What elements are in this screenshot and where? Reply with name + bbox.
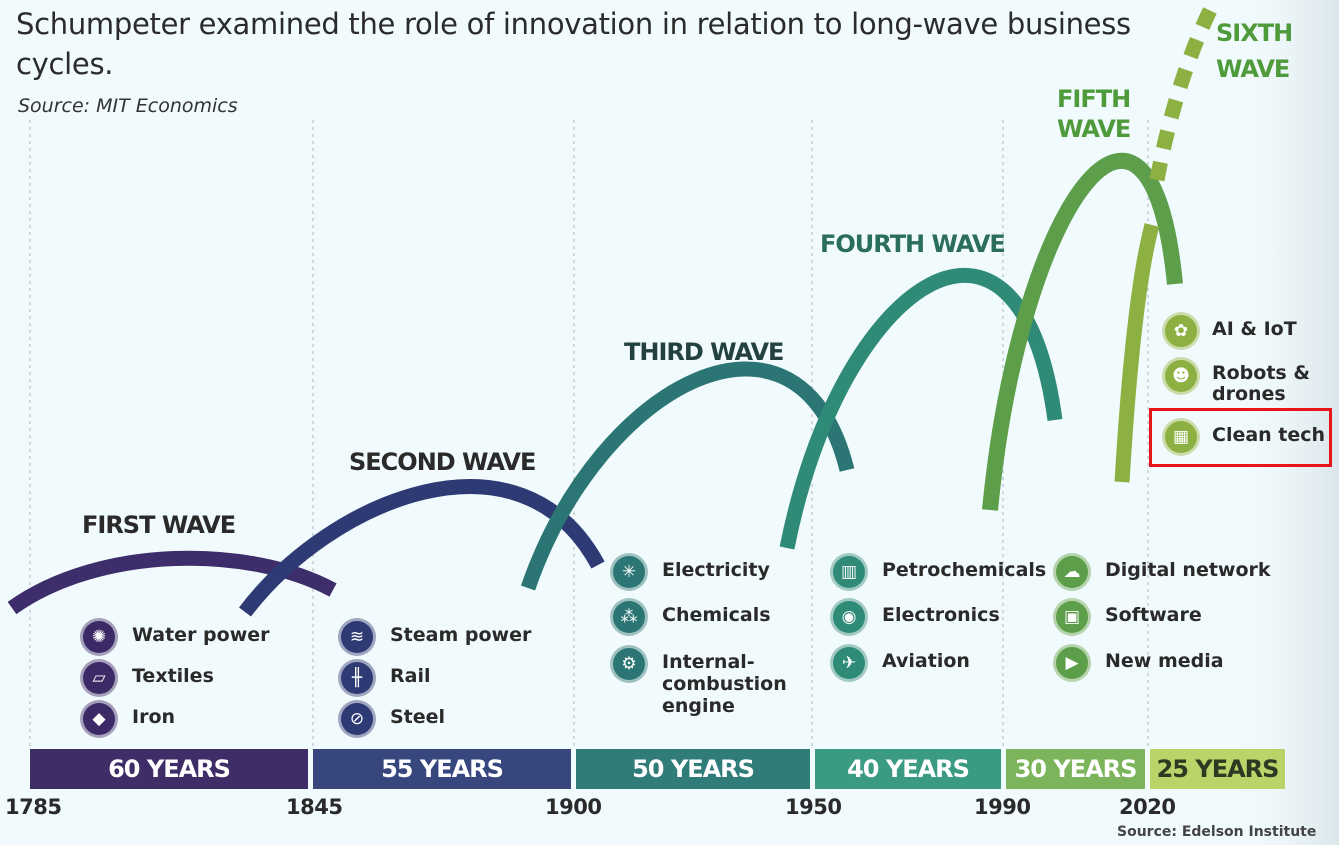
tech-steel: ⊘ Steel	[338, 700, 445, 738]
fourth-wave-label: FOURTH WAVE	[820, 230, 1006, 258]
fourth-wave-curve	[779, 267, 1063, 550]
sixth-wave-curve	[1114, 223, 1160, 483]
chip-icon: ◉	[830, 598, 868, 636]
rail-icon: ╫	[338, 659, 376, 697]
tech-clean-tech: ▦ Clean tech	[1162, 418, 1325, 456]
duration-bar-fourth-wave: 40 YEARS	[815, 749, 1001, 789]
footer-source-credit: Source: Edelson Institute	[1117, 824, 1317, 840]
tech-water-power: ✺ Water power	[80, 618, 270, 656]
sixth-wave-label: SIXTH WAVE	[1216, 19, 1293, 83]
textiles-icon: ▱	[80, 659, 118, 697]
first-wave-label: FIRST WAVE	[82, 511, 236, 539]
robot-icon: ☻	[1162, 357, 1200, 395]
tech-petrochemicals: ▥ Petrochemicals	[830, 553, 1046, 591]
tech-electronics: ◉ Electronics	[830, 598, 1000, 636]
tech-steam-power: ≋ Steam power	[338, 618, 531, 656]
airplane-icon: ✈	[830, 644, 868, 682]
duration-label: 55 YEARS	[381, 755, 504, 783]
brain-icon: ✿	[1162, 312, 1200, 350]
third-wave-curve	[520, 361, 855, 591]
clean-tech-highlight-box	[1149, 408, 1332, 467]
first-wave-curve	[7, 550, 337, 615]
molecule-icon: ⁂	[610, 598, 648, 636]
duration-label: 25 YEARS	[1156, 755, 1280, 783]
engine-icon: ⚙	[610, 645, 648, 683]
steel-icon: ⊘	[338, 700, 376, 738]
tech-new-media: ▶ New media	[1053, 644, 1224, 682]
background-fade	[1230, 0, 1339, 845]
duration-bar-second-wave: 55 YEARS	[313, 749, 571, 789]
tech-software: ▣ Software	[1053, 598, 1202, 636]
third-wave-label: THIRD WAVE	[624, 338, 784, 366]
sixth-wave-dashed-projection	[1149, 0, 1222, 182]
source-credit: Source: MIT Economics	[18, 95, 238, 117]
refinery-icon: ▥	[830, 553, 868, 591]
tech-iron: ◆ Iron	[80, 700, 175, 738]
tech-rail: ╫ Rail	[338, 659, 430, 697]
tech-textiles: ▱ Textiles	[80, 659, 214, 697]
year-label-1845: 1845	[286, 795, 343, 819]
tech-ai-iot: ✿ AI & IoT	[1162, 312, 1297, 350]
tech-aviation: ✈ Aviation	[830, 644, 970, 682]
second-wave-label: SECOND WAVE	[349, 448, 536, 476]
duration-label: 60 YEARS	[108, 755, 231, 783]
tech-internal-combustion-engine: ⚙ Internal-combustion engine	[610, 645, 802, 717]
lightbulb-icon: ✳	[610, 553, 648, 591]
cloud-network-icon: ☁	[1053, 553, 1091, 591]
tech-chemicals: ⁂ Chemicals	[610, 598, 771, 636]
steam-engine-icon: ≋	[338, 618, 376, 656]
solar-panel-icon: ▦	[1162, 418, 1200, 456]
duration-bar-sixth-wave: 25 YEARS	[1150, 749, 1285, 789]
water-wheel-icon: ✺	[80, 618, 118, 656]
year-label-1785: 1785	[5, 795, 62, 819]
tech-robots-drones: ☻ Robots & drones	[1162, 357, 1322, 405]
year-label-1950: 1950	[785, 795, 842, 819]
tech-digital-network: ☁ Digital network	[1053, 553, 1271, 591]
tech-electricity: ✳ Electricity	[610, 553, 770, 591]
media-player-icon: ▶	[1053, 644, 1091, 682]
year-label-1900: 1900	[545, 795, 602, 819]
wave-curves	[7, 0, 1222, 617]
page-title: Schumpeter examined the role of innovati…	[16, 7, 1131, 81]
duration-label: 30 YEARS	[1014, 755, 1138, 783]
duration-label: 40 YEARS	[847, 755, 970, 783]
duration-bar-fifth-wave: 30 YEARS	[1006, 749, 1145, 789]
fifth-wave-label: FIFTH WAVE	[1057, 85, 1131, 143]
year-label-1990: 1990	[974, 795, 1031, 819]
software-icon: ▣	[1053, 598, 1091, 636]
iron-ingot-icon: ◆	[80, 700, 118, 738]
duration-label: 50 YEARS	[632, 755, 755, 783]
duration-bar-third-wave: 50 YEARS	[576, 749, 810, 789]
duration-bar-first-wave: 60 YEARS	[30, 749, 308, 789]
fifth-wave-curve	[982, 153, 1183, 511]
year-label-2020: 2020	[1119, 795, 1176, 819]
